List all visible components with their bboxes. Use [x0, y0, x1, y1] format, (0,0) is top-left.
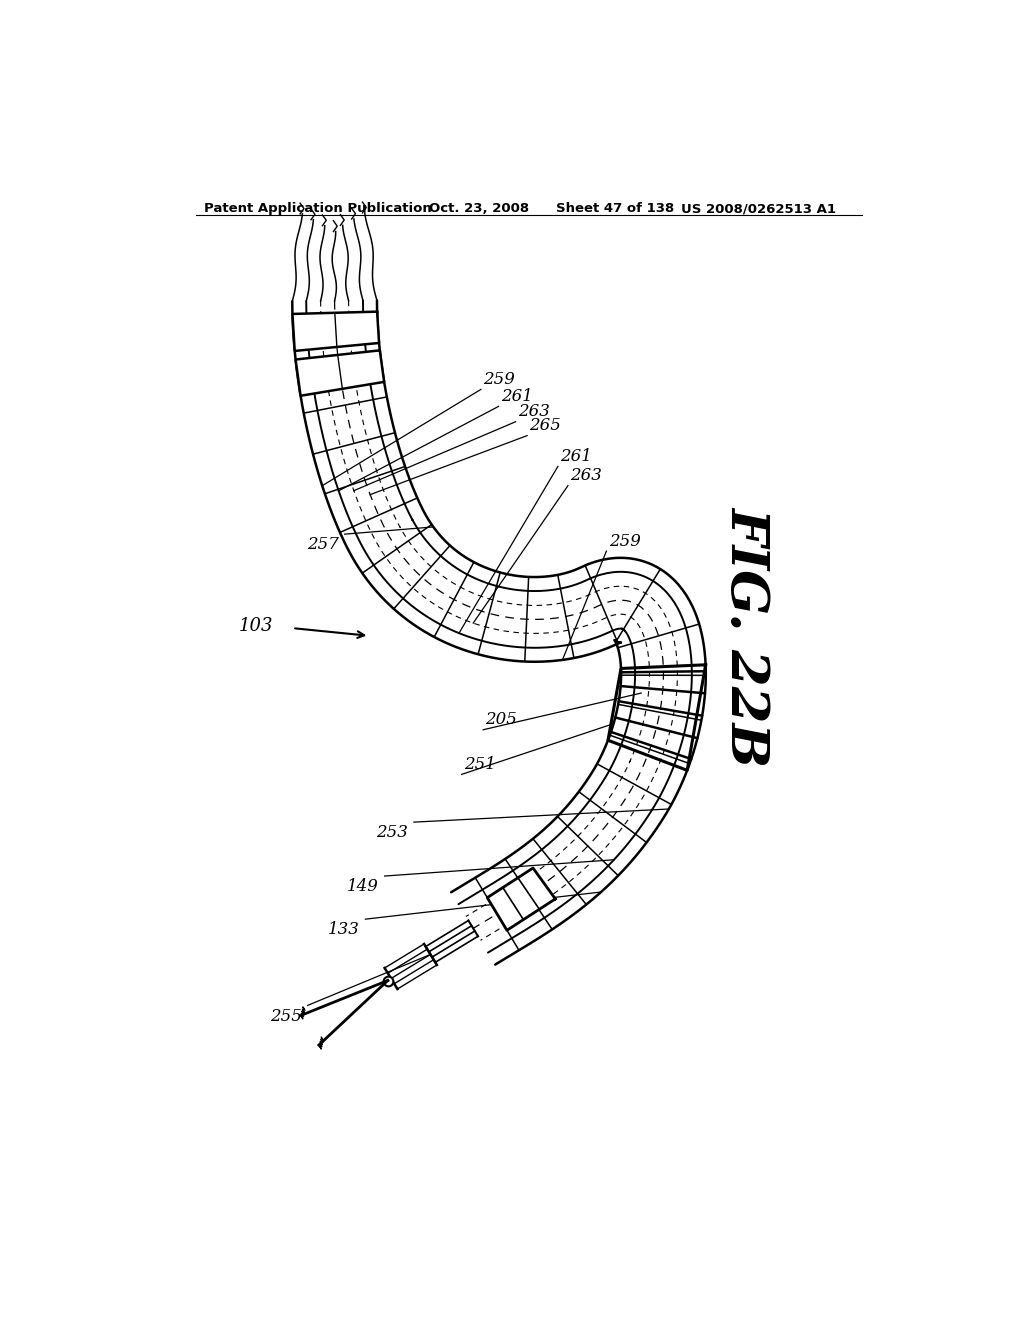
Text: 259: 259: [608, 532, 641, 549]
Text: Oct. 23, 2008: Oct. 23, 2008: [429, 202, 529, 215]
Text: 251: 251: [464, 756, 496, 774]
Polygon shape: [487, 869, 555, 931]
Text: 261: 261: [501, 388, 532, 405]
Text: 133: 133: [328, 921, 359, 939]
Text: Sheet 47 of 138: Sheet 47 of 138: [556, 202, 675, 215]
Text: 259: 259: [483, 371, 515, 388]
Text: 265: 265: [529, 417, 561, 434]
Text: US 2008/0262513 A1: US 2008/0262513 A1: [681, 202, 837, 215]
Text: Patent Application Publication: Patent Application Publication: [204, 202, 431, 215]
Polygon shape: [296, 350, 384, 396]
Text: 253: 253: [376, 825, 408, 841]
Text: FIG. 22B: FIG. 22B: [721, 506, 772, 766]
Text: 255: 255: [269, 1007, 301, 1024]
Text: 149: 149: [347, 878, 379, 895]
Polygon shape: [293, 312, 379, 351]
Text: 205: 205: [485, 711, 517, 729]
Text: 261: 261: [560, 447, 592, 465]
Text: 103: 103: [239, 616, 273, 635]
Text: 263: 263: [570, 467, 602, 484]
Text: 257: 257: [306, 536, 339, 553]
Text: 263: 263: [518, 403, 550, 420]
